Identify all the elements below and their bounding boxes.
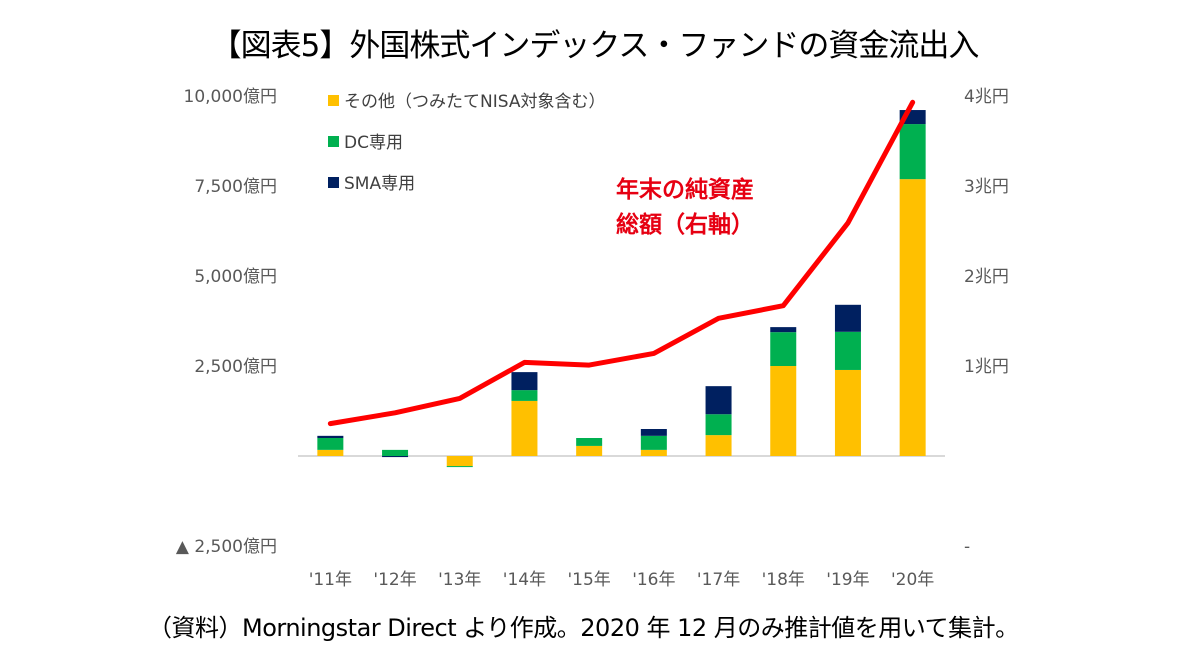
bar-segment: [705, 386, 732, 415]
source-note: （資料）Morningstar Direct より作成。2020 年 12 月の…: [148, 614, 1019, 642]
legend-swatch: [328, 136, 339, 147]
left-axis-ticks: 10,000億円 7,500億円 5,000億円 2,500億円 ▲ 2,500億円: [176, 87, 277, 557]
right-axis-tick-label: 1兆円: [964, 357, 1009, 377]
bar-segment: [640, 435, 667, 450]
bar-segment: [511, 390, 538, 401]
annotation-line-1: 年末の純資産: [616, 176, 754, 203]
net-assets-line: [327, 99, 916, 427]
chart: 10,000億円 7,500億円 5,000億円 2,500億円 ▲ 2,500億円 4…: [176, 87, 1009, 590]
bar-segment: [640, 449, 667, 456]
legend-label: DC専用: [344, 133, 403, 153]
right-axis-tick-label: 3兆円: [964, 177, 1009, 197]
x-axis-ticks: '11年 '12年 '13年 '14年 '15年 '16年 '17年 '18年 '19年 '20年: [309, 570, 935, 590]
x-axis-tick-label: '11年: [309, 570, 352, 590]
bar-segment: [834, 304, 861, 332]
bar-segment: [511, 372, 538, 391]
bar-segment: [705, 414, 732, 436]
bar-segment: [576, 438, 603, 446]
bar-segment: [770, 366, 797, 456]
legend-swatch: [328, 95, 339, 106]
x-axis-tick-label: '19年: [826, 570, 869, 590]
legend: その他（つみたてNISA対象含む） DC専用 SMA専用: [328, 92, 605, 194]
bar-segment: [382, 449, 409, 456]
left-axis-tick-label: 10,000億円: [184, 87, 277, 107]
x-axis-tick-label: '15年: [567, 570, 610, 590]
x-axis-tick-label: '16年: [632, 570, 675, 590]
annotation-line-2: 総額（右軸）: [616, 211, 754, 238]
bar-segment: [834, 331, 861, 370]
x-axis-tick-label: '17年: [697, 570, 740, 590]
right-axis-ticks: 4兆円 3兆円 2兆円 1兆円 -: [964, 87, 1009, 557]
bar-segment: [317, 438, 344, 450]
bar-segment: [640, 429, 667, 436]
bars: [317, 110, 926, 468]
bar-segment: [576, 445, 603, 456]
bar-segment: [899, 124, 926, 180]
legend-swatch: [328, 177, 339, 188]
bar-segment: [317, 435, 344, 438]
legend-label: SMA専用: [344, 174, 415, 194]
annotation: 年末の純資産 総額（右軸）: [616, 176, 754, 238]
bar-segment: [770, 332, 797, 366]
right-axis-tick-label: -: [964, 537, 970, 557]
right-axis-tick-label: 4兆円: [964, 87, 1009, 107]
left-axis-tick-label: 7,500億円: [194, 177, 277, 197]
bar-segment: [899, 179, 926, 456]
left-axis-tick-label: 2,500億円: [194, 357, 277, 377]
x-axis-tick-label: '20年: [891, 570, 934, 590]
chart-title: 【図表5】外国株式インデックス・ファンドの資金流出入: [210, 28, 980, 64]
left-axis-tick-label: ▲ 2,500億円: [176, 537, 277, 557]
x-axis-tick-label: '14年: [503, 570, 546, 590]
bar-segment: [446, 466, 473, 468]
bar-segment: [446, 456, 473, 467]
right-axis-tick-label: 2兆円: [964, 267, 1009, 287]
bar-segment: [382, 456, 409, 458]
x-axis-tick-label: '12年: [373, 570, 416, 590]
left-axis-tick-label: 5,000億円: [194, 267, 277, 287]
bar-segment: [511, 400, 538, 456]
bar-segment: [317, 449, 344, 456]
x-axis-tick-label: '13年: [438, 570, 481, 590]
legend-label: その他（つみたてNISA対象含む）: [344, 92, 605, 112]
bar-segment: [705, 435, 732, 456]
bar-segment: [834, 369, 861, 456]
x-axis-tick-label: '18年: [762, 570, 805, 590]
bar-segment: [770, 327, 797, 333]
